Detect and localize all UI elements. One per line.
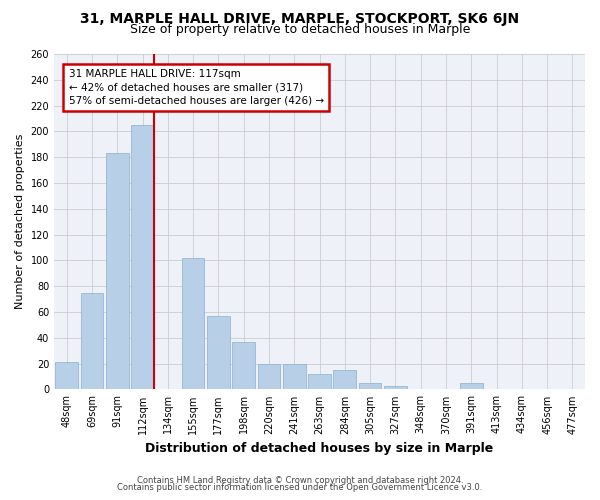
Text: 31, MARPLE HALL DRIVE, MARPLE, STOCKPORT, SK6 6JN: 31, MARPLE HALL DRIVE, MARPLE, STOCKPORT… xyxy=(80,12,520,26)
Bar xyxy=(232,342,255,390)
Bar xyxy=(207,316,230,390)
Text: 31 MARPLE HALL DRIVE: 117sqm
← 42% of detached houses are smaller (317)
57% of s: 31 MARPLE HALL DRIVE: 117sqm ← 42% of de… xyxy=(69,70,324,106)
Bar xyxy=(257,364,280,390)
Bar xyxy=(131,125,154,390)
Bar xyxy=(283,364,305,390)
Bar xyxy=(359,383,382,390)
Bar xyxy=(106,154,128,390)
Bar xyxy=(460,383,482,390)
Bar xyxy=(182,258,205,390)
Bar xyxy=(384,386,407,390)
Bar xyxy=(80,292,103,390)
Bar xyxy=(55,362,78,390)
Text: Contains public sector information licensed under the Open Government Licence v3: Contains public sector information licen… xyxy=(118,484,482,492)
Bar xyxy=(334,370,356,390)
X-axis label: Distribution of detached houses by size in Marple: Distribution of detached houses by size … xyxy=(145,442,494,455)
Text: Contains HM Land Registry data © Crown copyright and database right 2024.: Contains HM Land Registry data © Crown c… xyxy=(137,476,463,485)
Y-axis label: Number of detached properties: Number of detached properties xyxy=(15,134,25,310)
Bar xyxy=(308,374,331,390)
Text: Size of property relative to detached houses in Marple: Size of property relative to detached ho… xyxy=(130,22,470,36)
